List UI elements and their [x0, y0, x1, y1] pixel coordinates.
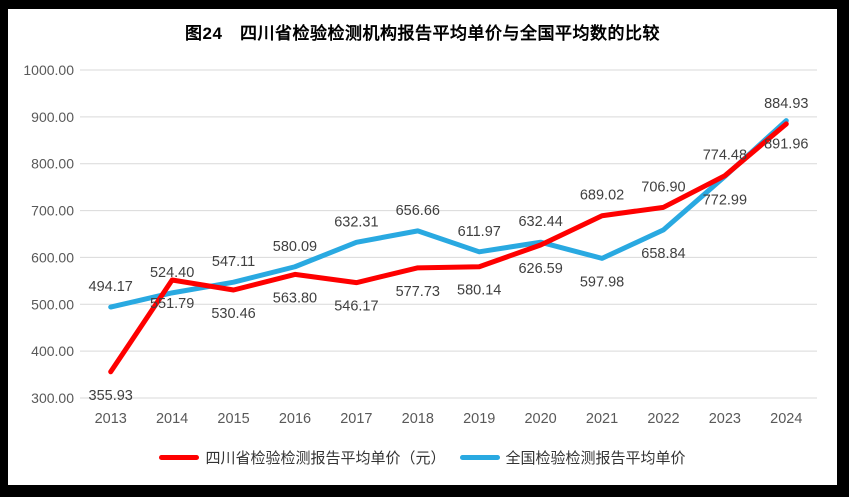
data-label: 597.98: [580, 274, 624, 290]
x-tick-label: 2014: [156, 411, 188, 427]
x-tick-label: 2019: [463, 411, 495, 427]
x-tick-label: 2021: [586, 411, 618, 427]
data-label: 658.84: [641, 246, 685, 262]
data-label: 884.93: [764, 96, 808, 112]
x-tick-label: 2016: [279, 411, 311, 427]
y-tick-label: 400.00: [31, 343, 74, 359]
data-label: 547.11: [212, 254, 255, 270]
data-label: 611.97: [458, 224, 501, 240]
y-tick-label: 300.00: [31, 390, 74, 406]
x-tick-label: 2020: [524, 411, 556, 427]
data-label: 580.14: [457, 283, 501, 299]
data-label: 577.73: [396, 284, 440, 300]
data-label: 632.44: [518, 214, 562, 230]
y-tick-label: 600.00: [31, 249, 74, 265]
legend-label: 四川省检验检测报告平均单价（元）: [205, 450, 446, 467]
legend-label: 全国检验检测报告平均单价: [505, 450, 686, 467]
legend-line-swatch: [159, 455, 200, 460]
data-label: 772.99: [703, 192, 747, 208]
x-tick-label: 2023: [709, 411, 741, 427]
x-tick-label: 2015: [217, 411, 249, 427]
chart-title: 图24 四川省检验检测机构报告平均单价与全国平均数的比较: [185, 24, 660, 43]
legend-item: 四川省检验检测报告平均单价（元）: [159, 447, 446, 468]
data-label: 632.31: [334, 214, 378, 230]
data-label: 656.66: [396, 203, 440, 219]
data-label: 580.09: [273, 239, 317, 255]
y-tick-label: 1000.00: [23, 62, 74, 78]
legend: 四川省检验检测报告平均单价（元） 全国检验检测报告平均单价: [8, 447, 837, 468]
data-label: 563.80: [273, 290, 317, 306]
x-tick-label: 2018: [402, 411, 434, 427]
data-label: 774.48: [703, 148, 747, 164]
y-tick-label: 900.00: [31, 109, 74, 125]
data-label: 891.96: [764, 137, 808, 153]
y-tick-label: 500.00: [31, 296, 74, 312]
series-line: [108, 121, 789, 375]
chart-panel: 图24 四川省检验检测机构报告平均单价与全国平均数的比较 300.00 400.0…: [8, 9, 837, 485]
x-tick-label: 2022: [647, 411, 679, 427]
data-label: 524.40: [150, 265, 194, 281]
x-tick-label: 2013: [95, 411, 127, 427]
data-label: 706.90: [641, 179, 685, 195]
x-tick-label: 2024: [770, 411, 802, 427]
data-label: 626.59: [518, 261, 562, 277]
data-label: 551.79: [150, 296, 194, 312]
legend-line-swatch: [459, 455, 500, 460]
series-line: [108, 118, 789, 310]
data-label: 689.02: [580, 188, 624, 204]
legend-item: 全国检验检测报告平均单价: [459, 447, 686, 468]
y-tick-label: 800.00: [31, 156, 74, 172]
data-label: 494.17: [89, 279, 133, 295]
y-tick-label: 700.00: [31, 203, 74, 219]
line-chart: 300.00 400.00 500.00 600.00 700.00 800.00 900.…: [23, 62, 817, 427]
data-label: 546.17: [334, 299, 378, 315]
data-label: 355.93: [89, 388, 133, 404]
x-tick-label: 2017: [340, 411, 372, 427]
data-label: 530.46: [211, 306, 255, 322]
